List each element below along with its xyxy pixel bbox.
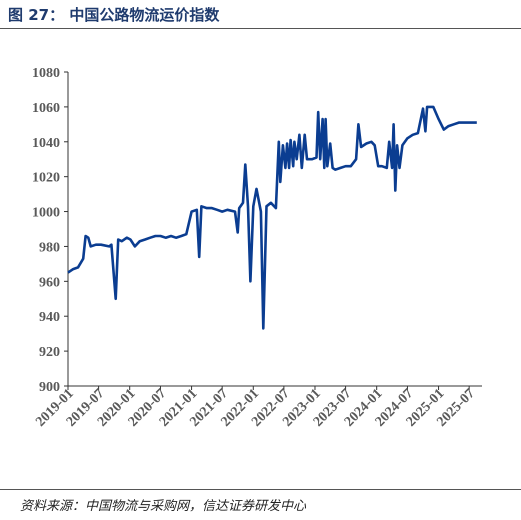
y-axis: 900 920 940 960 980 1000 1020 1040 1060 1080 [32,66,69,395]
y-tick-label: 1040 [32,136,60,151]
y-tick-label: 940 [39,310,60,325]
y-tick-label: 920 [39,345,60,360]
y-tick-label: 980 [39,240,60,255]
figure-title: 图 27： 中国公路物流运价指数 [8,6,220,24]
series-line-0 [67,105,477,330]
source-rule [0,489,521,490]
y-tick-label: 900 [39,380,60,395]
series-group [67,105,477,330]
y-tick-label: 1000 [32,206,60,221]
source-note: 资料来源：中国物流与采购网，信达证券研发中心 [20,499,307,514]
y-tick-label: 960 [39,275,60,290]
title-rule [0,28,521,29]
y-tick-label: 1020 [32,171,60,186]
y-tick-label: 1060 [32,101,60,116]
y-tick-label: 1080 [32,66,60,81]
x-axis: 2019-012019-072020-012020-072021-012021-… [33,385,482,430]
line-chart: 900 920 940 960 980 1000 1020 1040 1060 1080 2019… [32,66,482,430]
